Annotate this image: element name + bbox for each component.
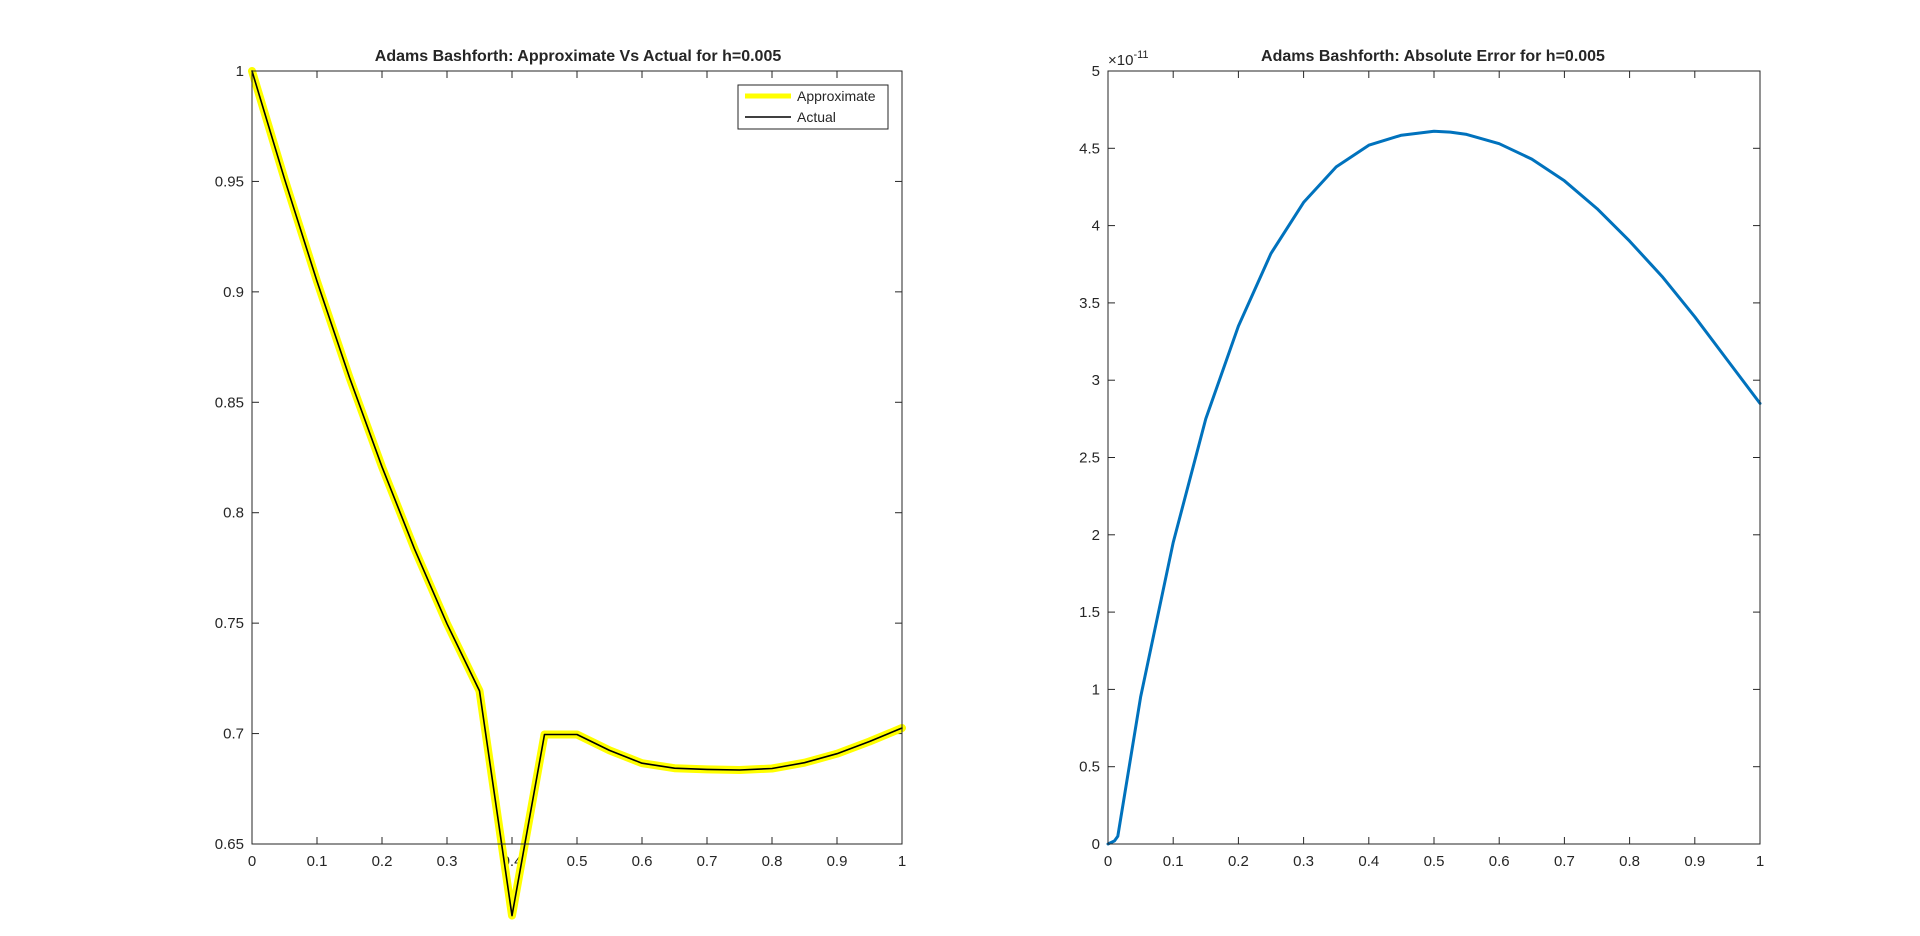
x-tick-label: 0.8 <box>762 853 783 870</box>
x-tick-label: 0 <box>1104 853 1112 870</box>
chart-title-approx-vs-actual: Adams Bashforth: Approximate Vs Actual f… <box>375 48 782 65</box>
y-exponent-label: ×10-11 <box>1108 49 1149 69</box>
axes-1-ticks: 0 0.1 0.2 0.3 0.4 0.5 0.6 0.7 0.8 0.9 10.650.70.75… <box>215 63 906 870</box>
x-tick-label: 0.9 <box>1684 853 1705 870</box>
x-tick-label: 0.3 <box>1293 853 1314 870</box>
axes-approx-vs-actual: Adams Bashforth: Approximate Vs Actual f… <box>215 48 906 920</box>
y-tick-label: 0.75 <box>215 615 244 632</box>
y-exponent-power: -11 <box>1133 49 1148 61</box>
y-tick-label: 2 <box>1092 527 1100 544</box>
x-tick-label: 0 <box>248 853 256 870</box>
axes-2-lines <box>1106 129 1762 846</box>
x-tick-label: 0.5 <box>567 853 588 870</box>
y-tick-label: 3.5 <box>1079 295 1100 312</box>
y-tick-label: 1 <box>1092 681 1100 698</box>
x-tick-label: 0.7 <box>697 853 718 870</box>
y-exponent-base: ×10 <box>1108 52 1133 69</box>
y-tick-label: 0.95 <box>215 173 244 190</box>
y-tick-label: 2.5 <box>1079 450 1100 467</box>
axes-2-box <box>1107 70 1761 845</box>
y-tick-label: 5 <box>1092 63 1100 80</box>
x-tick-label: 1 <box>1756 853 1764 870</box>
y-tick-label: 0.8 <box>223 505 244 522</box>
x-tick-label: 0.1 <box>1163 853 1184 870</box>
x-tick-label: 1 <box>898 853 906 870</box>
y-tick-label: 3 <box>1092 372 1100 389</box>
legend-label-actual: Actual <box>797 109 836 125</box>
y-tick-label: 1 <box>236 63 244 80</box>
axes-2-ticks: 0 0.1 0.2 0.3 0.4 0.5 0.6 0.7 0.8 0.9 1 0 0.5 1 1.5 2 2.… <box>1079 63 1764 870</box>
x-tick-label: 0.7 <box>1554 853 1575 870</box>
axes-1-box <box>251 70 903 845</box>
legend-box <box>737 84 889 130</box>
y-tick-label: 0.7 <box>223 726 244 743</box>
series-line-actual <box>251 70 903 917</box>
legend-label-approximate: Approximate <box>797 88 876 104</box>
series-line-error <box>1106 129 1762 846</box>
y-tick-label: 1.5 <box>1079 604 1100 621</box>
x-tick-label: 0.9 <box>827 853 848 870</box>
x-tick-label: 0.5 <box>1424 853 1445 870</box>
x-tick-label: 0.2 <box>1228 853 1249 870</box>
x-tick-label: 0.4 <box>1358 853 1379 870</box>
y-tick-label: 0 <box>1092 836 1100 853</box>
x-tick-label: 0.6 <box>1489 853 1510 870</box>
legend: Approximate Actual <box>737 84 889 130</box>
y-tick-label: 0.9 <box>223 284 244 301</box>
y-tick-label: 0.85 <box>215 394 244 411</box>
x-tick-label: 0.1 <box>307 853 328 870</box>
y-tick-label: 0.65 <box>215 836 244 853</box>
x-tick-label: 0.6 <box>632 853 653 870</box>
series-line-approximate <box>248 67 906 920</box>
x-tick-label: 0.3 <box>437 853 458 870</box>
x-tick-label: 0.8 <box>1619 853 1640 870</box>
y-tick-label: 4 <box>1092 218 1100 235</box>
chart-title-absolute-error: Adams Bashforth: Absolute Error for h=0.… <box>1261 48 1605 65</box>
y-tick-label: 4.5 <box>1079 140 1100 157</box>
axes-1-lines <box>248 67 906 920</box>
x-tick-label: 0.2 <box>372 853 393 870</box>
y-tick-label: 0.5 <box>1079 759 1100 776</box>
axes-absolute-error: Adams Bashforth: Absolute Error for h=0.… <box>1079 48 1764 870</box>
